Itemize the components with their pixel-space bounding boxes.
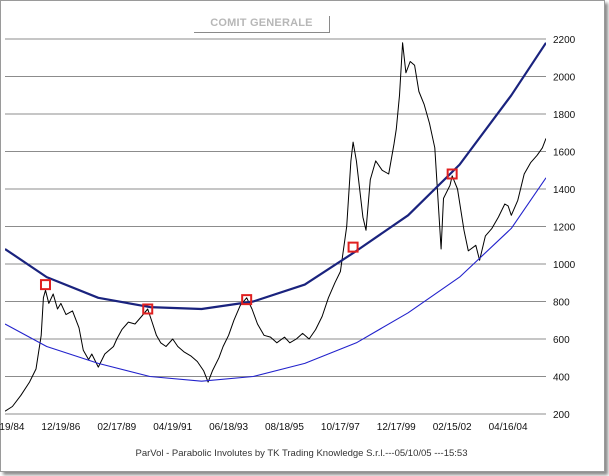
series-line-2 [5,177,546,382]
signal-marker-1 [142,303,154,315]
x-tick-label-4: 06/18/93 [209,422,248,433]
grid-layer [5,38,546,415]
y-tick-label-1800: 1800 [553,110,576,121]
signal-marker-2 [241,294,253,306]
y-tick-label-1000: 1000 [553,260,576,271]
x-tick-label-8: 02/15/02 [433,422,472,433]
x-tick-label-5: 08/18/95 [265,422,304,433]
x-tick-label-3: 04/19/91 [153,422,192,433]
y-tick-label-2200: 2200 [553,35,576,46]
series-line-1 [5,42,546,311]
x-tick-label-9: 04/16/04 [489,422,528,433]
signal-marker-3 [347,241,359,253]
x-tick-label-7: 12/17/99 [377,422,416,433]
tick-layer: 200 400 600 800 1000 1200 1400 1600 1800 2000 2200… [0,35,576,433]
y-tick-label-400: 400 [553,373,570,384]
x-tick-label-2: 02/17/89 [97,422,136,433]
chart-title: COMIT GENERALE [194,16,330,33]
series-layer [5,42,546,412]
y-tick-label-2000: 2000 [553,73,576,84]
series-line-0 [5,42,546,412]
x-tick-label-1: 12/19/86 [41,422,80,433]
y-tick-label-800: 800 [553,298,570,309]
y-tick-label-200: 200 [553,410,570,421]
x-tick-label-0: 10/19/84 [0,422,25,433]
signal-marker-0 [39,279,51,291]
x-tick-label-6: 10/17/97 [321,422,360,433]
marker-layer [39,168,458,315]
chart-footer: ParVol - Parabolic Involutes by TK Tradi… [135,448,468,459]
y-tick-label-1400: 1400 [553,185,576,196]
y-tick-label-1200: 1200 [553,223,576,234]
signal-marker-4 [446,168,458,180]
y-tick-label-1600: 1600 [553,148,576,159]
y-tick-label-600: 600 [553,335,570,346]
